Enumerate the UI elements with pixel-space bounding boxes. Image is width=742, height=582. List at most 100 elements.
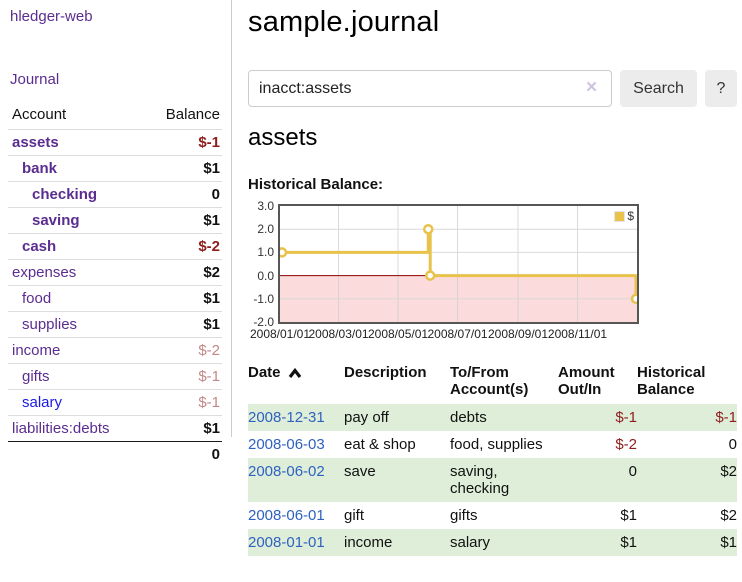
balance-column-header: Balance bbox=[165, 106, 220, 123]
account-balance: $1 bbox=[203, 290, 220, 307]
sidebar-account-row: liabilities:debts $1 bbox=[8, 415, 222, 442]
sidebar: hledger-web Journal Account Balance asse… bbox=[0, 0, 232, 463]
y-tick-label: 3.0 bbox=[257, 199, 274, 213]
balance-column-header-register[interactable]: Historical Balance bbox=[637, 364, 706, 398]
transaction-row: 2008-12-31 pay off debts $-1 $-1 bbox=[248, 404, 737, 431]
page-title: sample.journal bbox=[248, 6, 440, 38]
transaction-row: 2008-06-01 gift gifts $1 $2 bbox=[248, 502, 737, 529]
search-help-button[interactable]: ? bbox=[705, 70, 737, 107]
sidebar-account-row: checking 0 bbox=[8, 181, 222, 208]
sidebar-account-row: assets $-1 bbox=[8, 129, 222, 156]
transaction-amount: $-1 bbox=[615, 409, 637, 426]
transaction-row: 2008-01-01 income salary $1 $1 bbox=[248, 529, 737, 556]
transaction-balance: $2 bbox=[720, 507, 737, 524]
sidebar-account-row: gifts $-1 bbox=[8, 363, 222, 390]
legend-series-label: $ bbox=[627, 209, 634, 223]
description-column-header[interactable]: Description bbox=[344, 364, 427, 381]
transaction-accounts: gifts bbox=[450, 507, 478, 524]
register-header-row: Date Description To/From Account(s) Amou… bbox=[248, 360, 737, 404]
y-tick-label: 0.0 bbox=[257, 268, 274, 283]
sidebar-account-row: supplies $1 bbox=[8, 311, 222, 338]
date-header-label: Date bbox=[248, 364, 281, 381]
transaction-balance: $2 bbox=[720, 463, 737, 480]
sidebar-account-row: income $-2 bbox=[8, 337, 222, 364]
sidebar-account-table: Account Balance assets $-1 bank $1 check… bbox=[8, 102, 222, 467]
date-column-header[interactable]: Date bbox=[248, 360, 344, 404]
transaction-row: 2008-06-02 save saving, checking 0 $2 bbox=[248, 458, 737, 502]
brand-link[interactable]: hledger-web bbox=[10, 8, 93, 25]
search-form: × Search ? bbox=[248, 70, 742, 107]
x-tick-label: 2008/01/01 bbox=[249, 327, 311, 341]
transaction-amount: $1 bbox=[620, 534, 637, 551]
chart-plot-area[interactable]: $ bbox=[278, 204, 639, 324]
account-link[interactable]: expenses bbox=[12, 264, 77, 281]
accounts-column-header[interactable]: To/From Account(s) bbox=[450, 364, 529, 398]
account-balance: $-1 bbox=[198, 394, 220, 411]
account-link[interactable]: food bbox=[22, 290, 52, 307]
register-table: Date Description To/From Account(s) Amou… bbox=[248, 360, 737, 556]
data-point-marker bbox=[280, 247, 288, 258]
account-link[interactable]: saving bbox=[32, 212, 80, 229]
transaction-amount: $-2 bbox=[615, 436, 637, 453]
x-tick-label: 2008/07/01 bbox=[427, 327, 488, 341]
x-tick-label: 2008/05/01 bbox=[367, 327, 429, 341]
amount-column-header[interactable]: Amount Out/In bbox=[558, 364, 615, 398]
account-balance: $1 bbox=[203, 420, 220, 437]
data-point-marker bbox=[423, 223, 434, 235]
transaction-description: pay off bbox=[344, 409, 389, 426]
transaction-date-link[interactable]: 2008-06-02 bbox=[248, 463, 325, 480]
account-link[interactable]: income bbox=[12, 342, 61, 359]
chart-legend: $ bbox=[614, 209, 634, 223]
transaction-description: income bbox=[344, 534, 393, 551]
account-link[interactable]: assets bbox=[12, 134, 59, 151]
y-tick-label: 2.0 bbox=[257, 222, 274, 237]
account-balance: $-1 bbox=[198, 368, 220, 385]
account-table-header-row: Account Balance bbox=[8, 102, 222, 130]
x-tick-label: 2008/11/01 bbox=[547, 327, 608, 341]
transaction-row: 2008-06-03 eat & shop food, supplies $-2… bbox=[248, 431, 737, 458]
transaction-balance: 0 bbox=[728, 436, 737, 453]
main-content: sample.journal × Search ? assets Histori… bbox=[248, 0, 742, 582]
transaction-date-link[interactable]: 2008-06-03 bbox=[248, 436, 325, 453]
account-balance: $-2 bbox=[198, 238, 220, 255]
transaction-date-link[interactable]: 2008-06-01 bbox=[248, 507, 325, 524]
y-tick-label: -1.0 bbox=[253, 291, 274, 306]
transaction-balance: $1 bbox=[720, 534, 737, 551]
transaction-description: gift bbox=[344, 507, 365, 524]
account-link[interactable]: cash bbox=[22, 238, 57, 255]
account-balance: $1 bbox=[203, 212, 220, 229]
sidebar-account-row: bank $1 bbox=[8, 155, 222, 182]
account-link[interactable]: checking bbox=[32, 186, 98, 203]
transaction-date-link[interactable]: 2008-12-31 bbox=[248, 409, 325, 426]
sidebar-account-row: food $1 bbox=[8, 285, 222, 312]
historical-balance-chart: 3.0 2.0 1.0 0.0 -1.0 -2.0 $ 2008/01/01 2008/03… bbox=[248, 199, 698, 348]
x-tick-label: 2008/09/01 bbox=[487, 327, 549, 341]
account-balance: $2 bbox=[203, 264, 220, 281]
account-link[interactable]: liabilities:debts bbox=[12, 420, 110, 437]
transaction-amount: $1 bbox=[620, 507, 637, 524]
sidebar-account-row: salary $-1 bbox=[8, 389, 222, 416]
transaction-date-link[interactable]: 2008-01-01 bbox=[248, 534, 325, 551]
transaction-balance: $-1 bbox=[715, 409, 737, 426]
account-balance: $-1 bbox=[198, 134, 220, 151]
transaction-accounts: debts bbox=[450, 409, 487, 426]
sidebar-item-journal[interactable]: Journal bbox=[10, 71, 60, 88]
account-balance: $1 bbox=[203, 316, 220, 333]
search-input[interactable] bbox=[248, 70, 612, 107]
clear-search-icon[interactable]: × bbox=[586, 77, 598, 98]
account-link[interactable]: supplies bbox=[22, 316, 78, 333]
transaction-description: eat & shop bbox=[344, 436, 416, 453]
transaction-accounts: saving, checking bbox=[450, 463, 510, 497]
transaction-accounts: salary bbox=[450, 534, 491, 551]
search-button[interactable]: Search bbox=[620, 70, 697, 107]
transaction-description: save bbox=[344, 463, 376, 480]
data-point-marker bbox=[424, 270, 436, 281]
sidebar-account-row: cash $-2 bbox=[8, 233, 222, 260]
legend-color-swatch bbox=[614, 210, 626, 222]
account-link[interactable]: gifts bbox=[22, 368, 50, 385]
data-point-marker bbox=[630, 293, 637, 305]
account-balance: $-2 bbox=[198, 342, 220, 359]
account-link[interactable]: salary bbox=[22, 394, 63, 411]
account-link[interactable]: bank bbox=[22, 160, 58, 177]
